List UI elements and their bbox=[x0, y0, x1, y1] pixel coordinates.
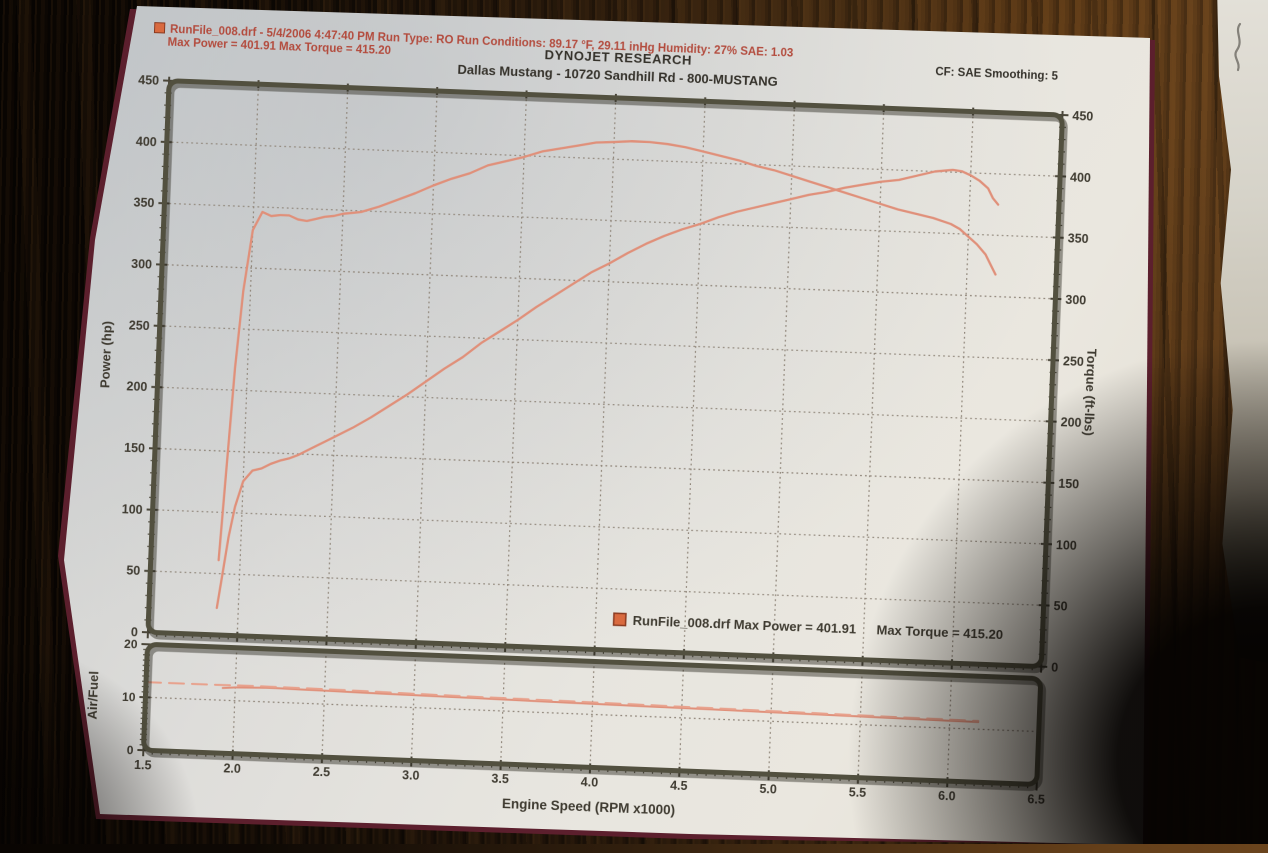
svg-text:100: 100 bbox=[1056, 538, 1077, 553]
svg-text:Air/Fuel: Air/Fuel bbox=[85, 671, 102, 720]
svg-text:4.5: 4.5 bbox=[670, 778, 688, 793]
side-scrap-paper bbox=[1188, 0, 1268, 664]
dyno-sheet-content: RunFile_008.drf - 5/4/2006 4:47:40 PM Ru… bbox=[69, 4, 1139, 853]
axis-ticks bbox=[137, 76, 1068, 790]
svg-text:Power (hp): Power (hp) bbox=[97, 321, 115, 389]
dyno-chart-svg: 0 0 50 50 100 100 150 150 200 200 250 250 300 300 350 3… bbox=[69, 64, 1137, 853]
airfuel-curve bbox=[223, 686, 979, 722]
svg-text:6.0: 6.0 bbox=[938, 789, 956, 804]
svg-text:150: 150 bbox=[1058, 477, 1079, 492]
svg-text:350: 350 bbox=[1067, 231, 1088, 246]
svg-text:20: 20 bbox=[124, 637, 138, 652]
svg-text:2.5: 2.5 bbox=[313, 765, 331, 780]
svg-text:5.5: 5.5 bbox=[849, 785, 867, 800]
airfuel-reference-curve bbox=[146, 682, 979, 721]
svg-text:2.0: 2.0 bbox=[223, 761, 241, 776]
svg-text:450: 450 bbox=[138, 73, 159, 88]
panel-frames bbox=[143, 81, 1065, 788]
svg-text:50: 50 bbox=[126, 564, 140, 579]
svg-text:5.0: 5.0 bbox=[759, 782, 777, 797]
svg-text:Torque (ft-lbs): Torque (ft-lbs) bbox=[1081, 348, 1099, 436]
svg-text:250: 250 bbox=[129, 318, 150, 333]
svg-text:1.5: 1.5 bbox=[134, 758, 152, 773]
svg-text:6.5: 6.5 bbox=[1027, 792, 1045, 807]
pencil-squiggle-icon bbox=[1188, 0, 1268, 116]
svg-text:0: 0 bbox=[1051, 661, 1059, 675]
svg-text:10: 10 bbox=[122, 690, 136, 705]
svg-text:400: 400 bbox=[1070, 170, 1091, 185]
svg-text:350: 350 bbox=[133, 196, 154, 211]
svg-text:4.0: 4.0 bbox=[581, 775, 599, 790]
svg-text:450: 450 bbox=[1072, 109, 1093, 124]
svg-text:300: 300 bbox=[1065, 293, 1086, 308]
svg-text:50: 50 bbox=[1053, 599, 1067, 614]
svg-text:3.0: 3.0 bbox=[402, 768, 420, 783]
torque-curve bbox=[219, 126, 1000, 590]
svg-text:200: 200 bbox=[126, 379, 147, 394]
legend-max-torque-text: Max Torque = 415.20 bbox=[876, 622, 1003, 642]
svg-text:200: 200 bbox=[1060, 415, 1081, 430]
svg-text:3.5: 3.5 bbox=[491, 772, 509, 787]
svg-text:100: 100 bbox=[122, 502, 143, 517]
svg-text:Engine Speed (RPM x1000): Engine Speed (RPM x1000) bbox=[502, 796, 676, 818]
svg-text:300: 300 bbox=[131, 257, 152, 272]
svg-text:0: 0 bbox=[126, 743, 134, 757]
svg-text:150: 150 bbox=[124, 441, 145, 456]
chart-legend: RunFile_008.drf Max Power = 401.91 Max To… bbox=[613, 612, 1003, 642]
svg-text:250: 250 bbox=[1063, 354, 1084, 369]
legend-max-power-text: RunFile_008.drf Max Power = 401.91 bbox=[632, 613, 856, 637]
legend-swatch-icon bbox=[614, 613, 626, 625]
axis-tick-labels: 0 0 50 50 100 100 150 150 200 200 250 250 300 300 350 3… bbox=[112, 73, 1094, 808]
svg-text:400: 400 bbox=[136, 134, 157, 149]
